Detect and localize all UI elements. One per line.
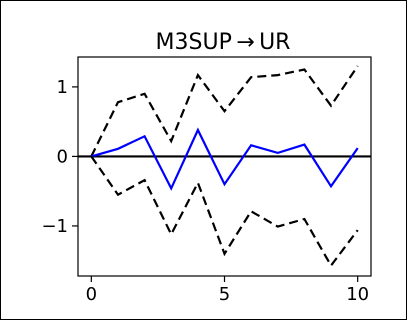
x-tick-label: 5 (219, 284, 230, 305)
lower-band-line (90, 155, 359, 268)
upper-band-line (90, 65, 359, 157)
response-line (90, 127, 359, 191)
plot-area (77, 56, 372, 277)
x-tick-label: 0 (86, 284, 97, 305)
y-tick-label: −1 (41, 216, 68, 237)
y-tick-label: 1 (57, 77, 68, 98)
series-lines (78, 65, 371, 268)
y-tick-label: 0 (57, 146, 68, 167)
chart-title: M3SUP → UR (156, 30, 291, 55)
x-tick-label: 10 (346, 284, 369, 305)
